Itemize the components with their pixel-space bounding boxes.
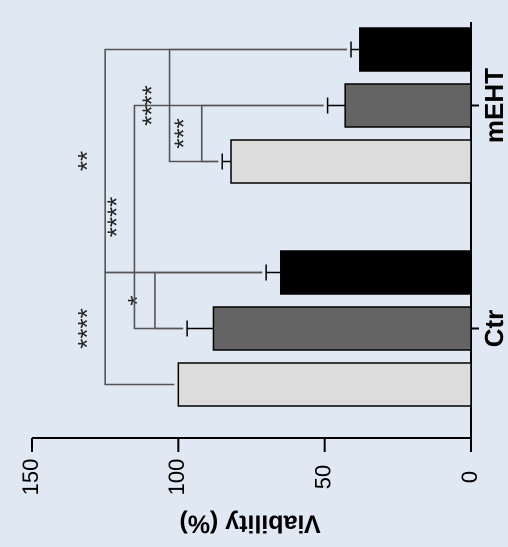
bar [230, 139, 472, 184]
significance-label: *** [169, 118, 199, 148]
value-tick-label: 150 [18, 459, 43, 496]
significance-label: **** [101, 197, 131, 237]
bar [212, 306, 472, 351]
bar [359, 27, 472, 72]
value-tick-label: 100 [164, 459, 189, 496]
value-tick-label: 50 [310, 465, 335, 489]
category-label: Ctr [479, 310, 508, 348]
significance-label: **** [136, 85, 166, 125]
significance-bracket [200, 104, 324, 163]
significance-label: * [122, 295, 152, 305]
value-axis-label: Viability (%) [179, 509, 320, 537]
category-label: mEHT [479, 68, 508, 143]
significance-bracket [168, 48, 348, 163]
bar [344, 83, 472, 128]
value-tick-label: 0 [457, 471, 482, 483]
bar [280, 250, 472, 295]
significance-bracket [133, 104, 324, 330]
significance-label: **** [72, 308, 102, 348]
bar [177, 362, 472, 407]
significance-label: ** [72, 151, 102, 171]
